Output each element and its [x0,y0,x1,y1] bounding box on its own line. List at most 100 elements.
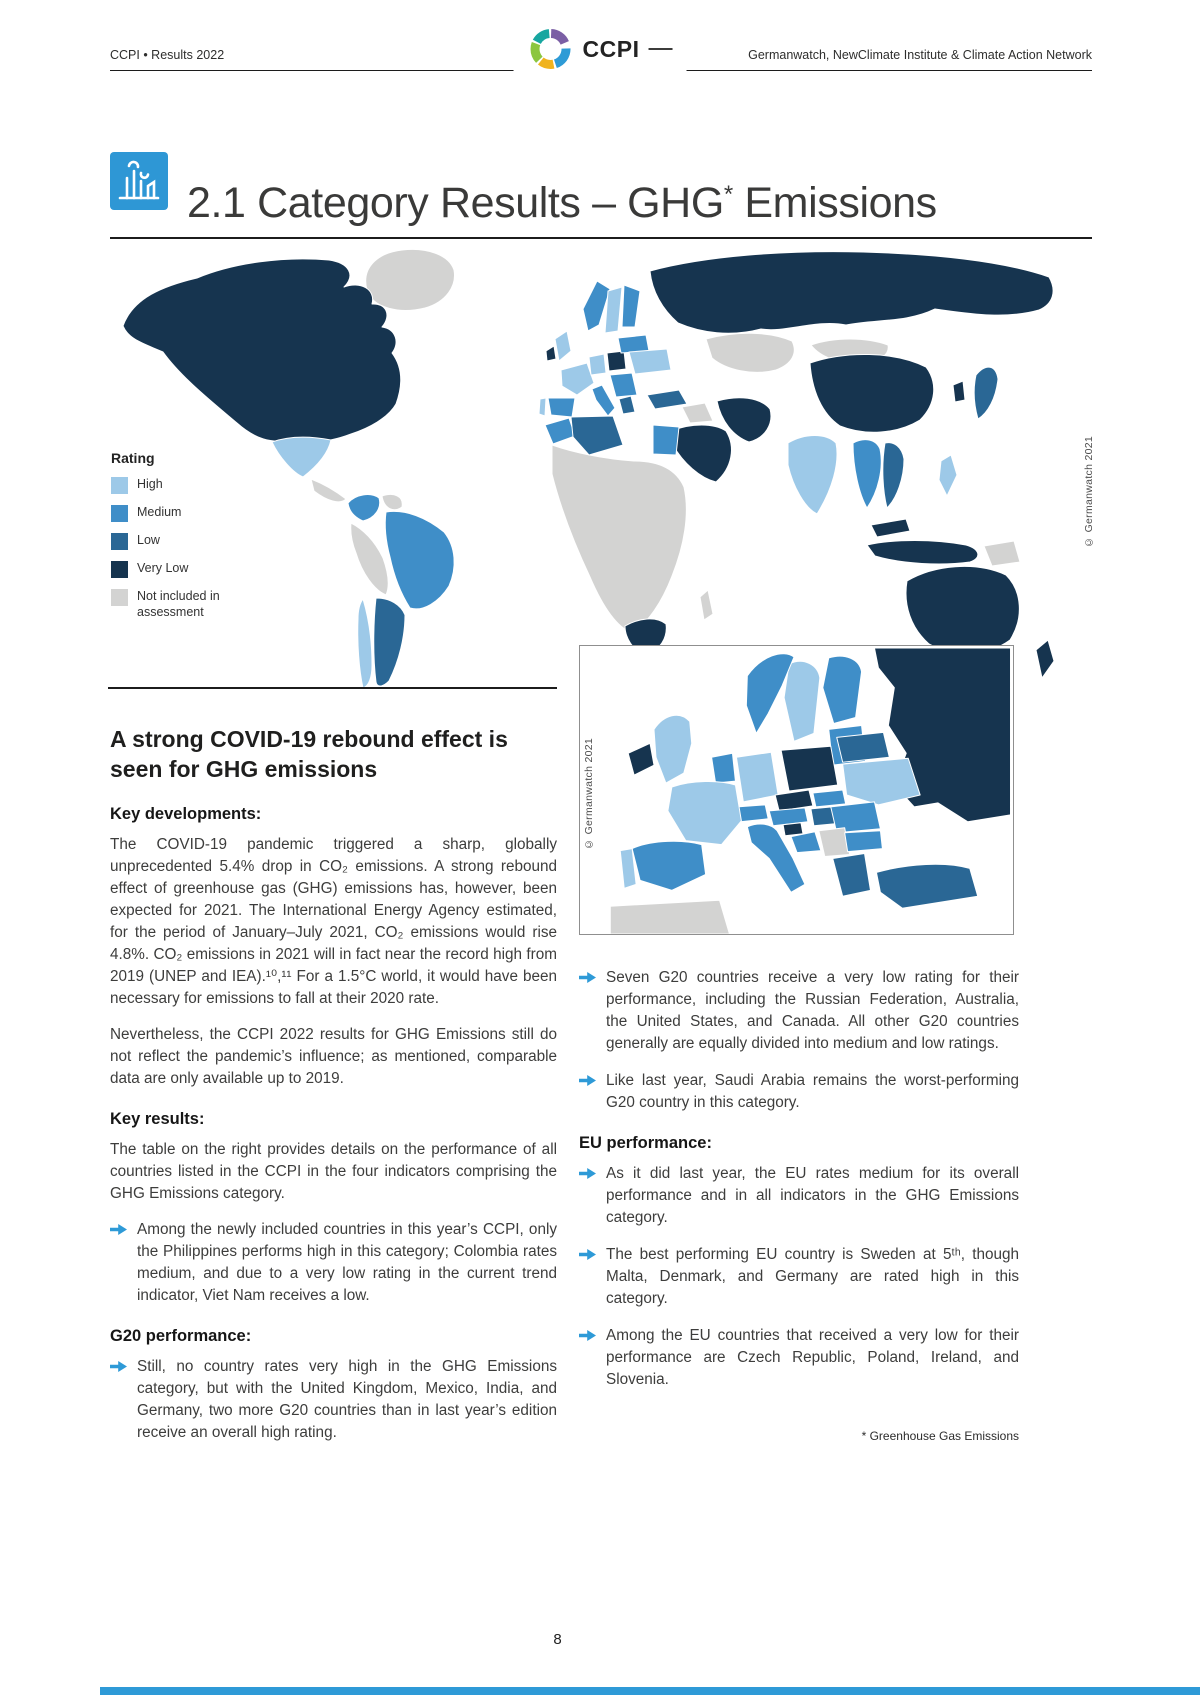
legend-label: Very Low [137,561,189,575]
legend-label: Low [137,533,160,547]
logo-dash [648,48,673,50]
legend-swatch-low [111,533,128,550]
legend-item-high: High [111,477,251,494]
europe-region-slovakia [812,789,847,808]
europe-region-greece [832,853,871,897]
europe-region-serbia [818,827,851,858]
region-egypt [652,424,680,456]
page-header: CCPI • Results 2022 Germanwatch, NewClim… [110,44,1092,66]
region-finland [621,284,641,328]
europe-region-portugal [619,848,637,889]
region-greenland [365,248,455,311]
europe-region-france [667,781,742,846]
region-morocco [544,417,576,445]
europe-region-benelux [711,752,736,784]
arrow-bullet-icon [579,1075,596,1087]
world-map [122,248,1055,688]
region-sweden [604,286,623,334]
article-headline: A strong COVID-19 rebound effect is seen… [110,726,508,783]
region-iran [716,397,772,443]
legend-label: Not included in assessment [137,589,220,619]
region-andes [350,522,389,596]
region-philippines [938,454,958,497]
europe-region-italy [746,823,806,893]
legend-item-medium: Medium [111,505,251,522]
legend-swatch-not-included [111,589,128,606]
region-levant [681,402,714,424]
europe-region-bulgaria [844,830,883,853]
heading-g20-performance: G20 performance: [110,1327,252,1345]
arrow-bullet-icon [110,1223,127,1235]
bullet-eu-sweden: The best performing EU country is Sweden… [579,1244,1019,1310]
europe-region-north-africa [609,899,730,934]
legend-label: Medium [137,505,182,519]
arrow-bullet-icon [110,1361,127,1372]
arrow-bullet-icon [579,972,596,983]
bullet-text: Like last year, Saudi Arabia remains the… [606,1072,1019,1112]
region-central-europe [609,372,638,398]
region-papua-new-guinea [983,540,1021,567]
legend-title: Rating [111,450,155,466]
legend-swatch-high [111,477,128,494]
bullet-text: Seven G20 countries receive a very low r… [606,969,1019,1053]
world-map-credit: © Germanwatch 2021 [1083,436,1095,548]
region-united-kingdom [554,330,572,362]
region-mexico [271,436,332,478]
region-ukraine [628,348,672,375]
europe-map [609,647,1012,934]
ccpi-logo: CCPI [513,26,687,72]
region-italy [591,384,616,417]
bullet-eu-very-low: Among the EU countries that received a v… [579,1325,1019,1391]
ghg-emissions-icon [110,152,168,210]
region-north-america [122,258,402,443]
region-australia [905,566,1020,654]
paragraph-key-results-intro: The table on the right provides details … [110,1140,557,1202]
bullet-text: Still, no country rates very high in the… [137,1358,557,1442]
europe-region-ukraine [842,757,921,806]
paragraph-key-developments-2: Nevertheless, the CCPI 2022 results for … [110,1025,557,1087]
europe-region-norway [745,653,795,734]
region-chile [357,598,373,688]
bullet-new-countries: Among the newly included countries in th… [110,1219,557,1307]
region-russia [649,251,1054,334]
region-south-korea [952,380,966,403]
region-africa [551,444,687,634]
left-column-rule [108,687,557,689]
region-brazil [384,510,455,610]
bullet-text: Among the EU countries that received a v… [606,1327,1019,1389]
region-germany [588,353,607,376]
europe-region-austria [768,807,809,827]
europe-region-turkey [875,863,979,909]
europe-region-romania [830,801,881,834]
header-right-text: Germanwatch, NewClimate Institute & Clim… [748,48,1092,62]
region-saudi-arabia [670,424,732,483]
bullet-text: As it did last year, the EU rates medium… [606,1165,1019,1227]
legend-item-not-included: Not included in assessment [111,589,251,620]
page-title-asterisk: * [723,180,733,208]
legend-item-low: Low [111,533,251,550]
region-central-asia [705,332,795,373]
region-madagascar [699,589,714,621]
bullet-saudi-arabia: Like last year, Saudi Arabia remains the… [579,1070,1019,1114]
region-malaysia [870,518,911,538]
legend-swatch-medium [111,505,128,522]
europe-region-united-kingdom [653,714,693,784]
region-ireland [545,345,557,362]
europe-region-croatia [790,831,822,854]
europe-region-finland [822,655,863,724]
left-column: A strong COVID-19 rebound effect is seen… [110,710,557,1459]
region-venezuela-guyanas [381,493,403,511]
arrow-bullet-icon [579,1249,596,1261]
legend-swatch-very-low [111,561,128,578]
region-japan [973,366,999,420]
legend-item-very-low: Very Low [111,561,251,578]
bullet-eu-medium: As it did last year, the EU rates medium… [579,1163,1019,1229]
right-column: © Germanwatch 2021 Seven G20 countries r… [579,645,1019,1459]
page-title-suffix: Emissions [732,178,937,227]
europe-region-sweden [783,660,821,742]
region-colombia [347,494,381,522]
region-spain [547,397,576,418]
paragraph-key-developments-1: The COVID-19 pandemic triggered a sharp,… [110,835,557,1007]
title-rule [110,237,1092,239]
